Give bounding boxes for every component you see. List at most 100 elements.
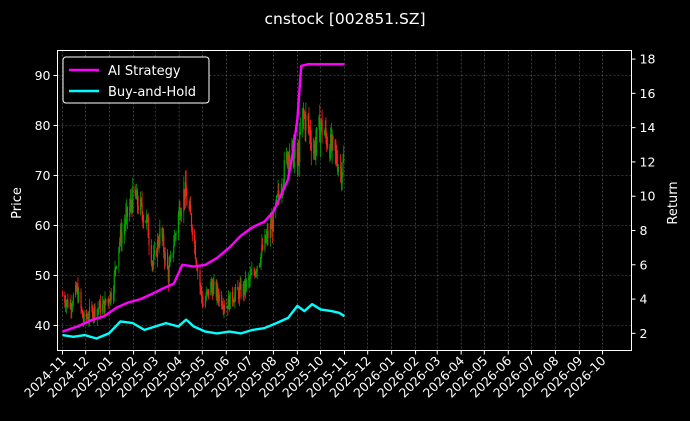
candle-body [129,199,132,207]
candle-body [223,306,225,310]
candle-body [221,306,224,308]
candle-body [194,235,196,244]
candle-body [108,298,110,302]
candle-body [261,244,263,254]
candle-body [250,274,252,276]
candle-body [234,293,236,302]
candle-body [302,107,304,132]
candle-body [153,254,155,266]
candle-body [249,274,251,280]
candle-body [186,195,188,206]
candle-body [166,252,169,269]
candle-body [190,204,192,215]
candle-body [64,295,66,304]
candle-body [226,306,228,308]
candle-body [135,194,137,200]
candle-body [179,206,181,220]
candle-body [211,286,213,296]
candle-body [326,146,329,148]
candle-body [286,152,288,167]
candle-body [115,266,118,268]
candle-body [88,306,91,319]
candle-body [248,277,251,280]
candle-body [169,259,171,267]
candle-body [272,209,275,232]
candle-body [143,220,145,223]
candle-body [98,308,100,309]
candle-body [163,234,165,252]
candle-body [81,310,84,318]
candle-body [65,302,67,307]
candle-body [88,318,90,320]
candle-body [75,285,78,292]
candle-body [146,215,149,218]
candle-body [265,235,267,242]
candle-body [120,229,122,244]
candle-body [285,152,288,160]
candle-body [78,291,80,302]
candle-body [201,296,203,305]
candle-body [227,306,229,310]
candle-body [337,166,339,172]
candle-body [80,291,82,308]
candle-body [323,134,326,135]
candle-body [139,199,142,211]
candle-body [71,307,73,310]
chart-title: cnstock [002851.SZ] [264,10,425,28]
candle-body [92,314,95,318]
candle-body [163,251,166,261]
candle-body [216,286,218,298]
candle-body [173,246,175,253]
candle-body [71,304,74,308]
candle-body [109,292,112,302]
candle-body [96,309,98,318]
candle-body [132,186,134,211]
candle-body [75,285,77,296]
candle-body [292,140,294,142]
candle-body [299,131,302,133]
candle-body [190,214,193,228]
candle-body [146,215,148,223]
candle-body [134,186,136,195]
candle-body [175,233,177,235]
candle-body [321,119,323,135]
candle-body [202,304,204,307]
left-tick-label: 60 [35,218,51,233]
legend-box [62,56,210,104]
candle-body [302,107,305,115]
candle-body [265,236,268,242]
candle-body [109,301,111,303]
candle-body [93,306,95,315]
candle-body [258,263,261,267]
candle-body [336,152,338,164]
candle-body [299,132,301,163]
candle-body [237,286,239,291]
candle-body [188,205,190,209]
candle-body [329,147,331,158]
candle-body [298,151,300,163]
candle-body [255,272,257,276]
candle-body [307,115,309,120]
candle-body [102,303,104,313]
candle-body [276,195,278,197]
candle-body [159,227,161,245]
candle-body [222,307,224,310]
candle-body [77,285,79,302]
legend: AI Strategy Buy-and-Hold [62,56,210,104]
candle-body [158,244,160,246]
candle-body [177,213,179,234]
right-axis: 2 4 6 8 10 12 14 16 18 [631,52,655,341]
legend-label-buyhold: Buy-and-Hold [108,85,196,100]
strategy-line [62,63,345,333]
candle-body [191,227,193,236]
candle-body [248,277,250,281]
candle-body [238,287,241,299]
candle-body [262,244,264,250]
candle-body [194,243,196,259]
buyhold-line [62,303,346,340]
candle-body [218,295,220,301]
candle-body [180,216,182,220]
candle-body [137,205,139,211]
candle-body [233,301,235,303]
candle-body [291,141,293,150]
